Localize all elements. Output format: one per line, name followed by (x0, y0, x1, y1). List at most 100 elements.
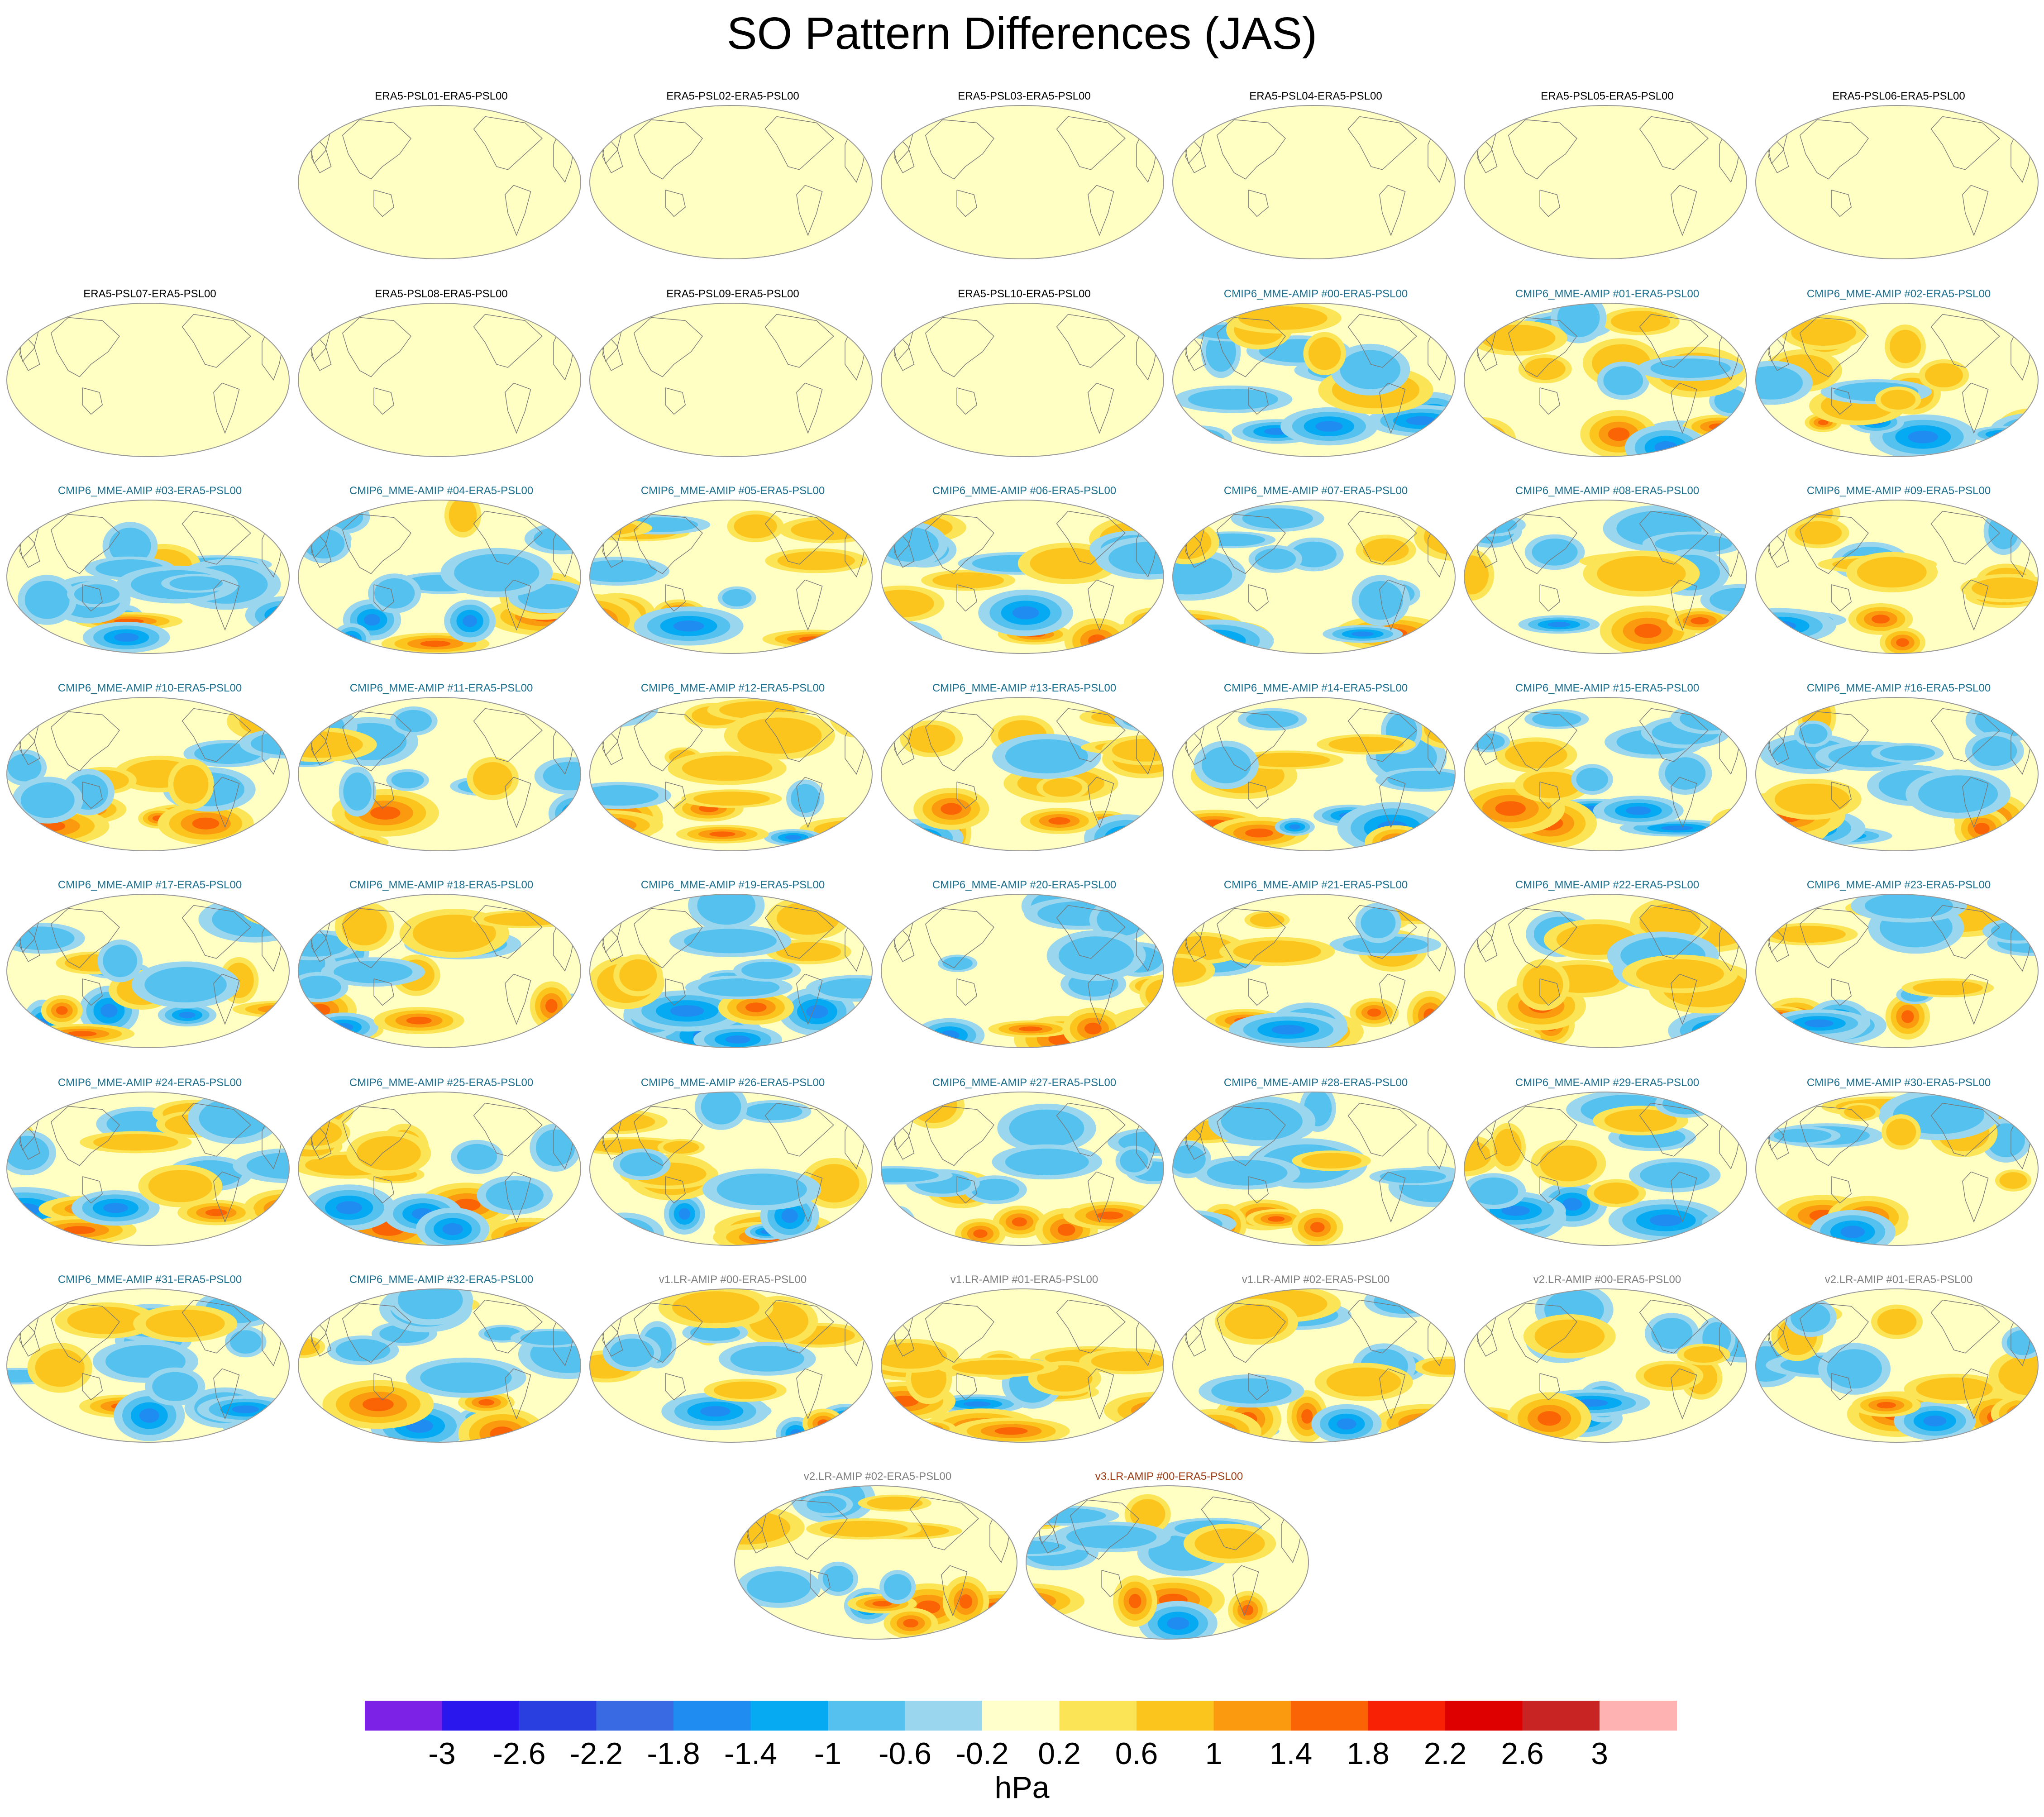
map-outline (1755, 1288, 2039, 1443)
anomaly-blob (342, 907, 387, 945)
anomaly-blob (545, 999, 558, 1013)
anomaly-blob (1923, 1415, 1947, 1426)
coastline (213, 973, 240, 1025)
coastline (665, 584, 686, 612)
anomaly-blob (791, 520, 867, 540)
coastline (1056, 1102, 1126, 1157)
panel-title: CMIP6_MME-AMIP #15-ERA5-PSL00 (1515, 682, 1700, 694)
coastline (1639, 116, 1709, 170)
colorbar-tick-label: 0.6 (1115, 1736, 1158, 1771)
map-plot (881, 1288, 1164, 1443)
map-panel: CMIP6_MME-AMIP #12-ERA5-PSL00 (588, 682, 877, 872)
colorbar-box (1522, 1701, 1600, 1731)
panel-title: ERA5-PSL05-ERA5-PSL00 (1541, 90, 1674, 102)
map-plot (1172, 105, 1456, 259)
anomaly-blob (1207, 1160, 1288, 1186)
map-plot (1464, 500, 1747, 654)
coastline (1671, 777, 1697, 828)
coastline (665, 1373, 686, 1401)
anomaly-blob (713, 1381, 777, 1399)
anomaly-blob (1199, 634, 1232, 647)
map-panel: CMIP6_MME-AMIP #15-ERA5-PSL00 (1463, 682, 1752, 872)
map-panel: v1.LR-AMIP #00-ERA5-PSL00 (588, 1273, 877, 1463)
map-outline (1464, 1092, 1747, 1246)
coastline (893, 135, 915, 173)
anomaly-blob (820, 1521, 908, 1537)
coastline (1217, 711, 1286, 772)
anomaly-blob (1495, 801, 1526, 816)
coastline (82, 1176, 103, 1204)
coastline (1539, 387, 1560, 415)
anomaly-blob (9, 1203, 41, 1216)
anomaly-blob (2011, 625, 2038, 653)
panel-title: CMIP6_MME-AMIP #03-ERA5-PSL00 (57, 485, 242, 497)
anomaly-blob (1177, 624, 1207, 635)
anomaly-blob (2024, 424, 2038, 434)
anomaly-blob (959, 1594, 973, 1609)
anomaly-blob (1974, 823, 1990, 835)
colorbar-box (673, 1701, 751, 1731)
coastline (473, 510, 543, 565)
coastline (181, 905, 251, 959)
anomaly-blob (1756, 366, 1803, 400)
anomaly-blob (806, 1005, 828, 1019)
coastline (1930, 708, 2000, 762)
anomaly-blob (490, 1426, 515, 1441)
anomaly-blob (1608, 427, 1630, 441)
map-outline (1464, 1288, 1747, 1443)
map-outline (1464, 697, 1747, 851)
coastline (82, 978, 103, 1006)
coastline (1508, 317, 1577, 377)
map-panel: v1.LR-AMIP #01-ERA5-PSL00 (880, 1273, 1169, 1463)
colorbar-box (365, 1701, 442, 1731)
anomaly-blob (1147, 618, 1164, 627)
coastline (1056, 116, 1126, 170)
colorbar-box (828, 1701, 905, 1731)
coastline (342, 1106, 411, 1166)
map-panel: CMIP6_MME-AMIP #31-ERA5-PSL00 (5, 1273, 294, 1463)
map-plot (1172, 303, 1456, 457)
map-plot (881, 1092, 1164, 1246)
anomaly-blob (374, 578, 415, 609)
map-outline (589, 303, 873, 457)
map-panel: v2.LR-AMIP #02-ERA5-PSL00 (733, 1470, 1022, 1660)
coastline (1768, 135, 1789, 173)
anomaly-blob (1464, 637, 1496, 653)
anomaly-blob (1242, 508, 1313, 529)
anomaly-blob (1225, 1304, 1289, 1340)
coastline (1347, 905, 1417, 959)
coastline (602, 1318, 623, 1357)
map-plot (881, 105, 1164, 259)
colorbar-box (982, 1701, 1060, 1731)
map-panel: ERA5-PSL05-ERA5-PSL00 (1463, 90, 1752, 280)
anomaly-blob (1504, 741, 1567, 769)
coastline (1476, 1318, 1498, 1357)
anomaly-blob (1246, 711, 1299, 728)
coastline (19, 1121, 40, 1160)
coastline (181, 1299, 251, 1354)
coastline (1217, 908, 1286, 968)
map-panel: ERA5-PSL09-ERA5-PSL00 (588, 287, 877, 477)
coastline (925, 119, 994, 180)
coastline (956, 190, 977, 217)
map-outline (589, 105, 873, 259)
map-panel: v3.LR-AMIP #00-ERA5-PSL00 (1025, 1470, 1313, 1660)
map-plot (298, 500, 581, 654)
coastline (1185, 924, 1206, 962)
coastline (893, 529, 915, 568)
anomaly-blob (1343, 936, 1428, 954)
anomaly-blob (1173, 555, 1232, 595)
coastline (1088, 777, 1114, 828)
coastline (213, 1171, 240, 1223)
anomaly-blob (395, 710, 432, 732)
map-outline (881, 1092, 1164, 1246)
coastline (941, 1565, 968, 1617)
colorbar-box (1368, 1701, 1446, 1731)
anomaly-blob (1661, 825, 1693, 830)
coastline (505, 1368, 531, 1420)
anomaly-blob (1700, 420, 1738, 433)
coastline (181, 510, 251, 565)
map-outline (1755, 1092, 2039, 1246)
anomaly-blob (1130, 1499, 1165, 1530)
coastline (602, 1121, 623, 1160)
